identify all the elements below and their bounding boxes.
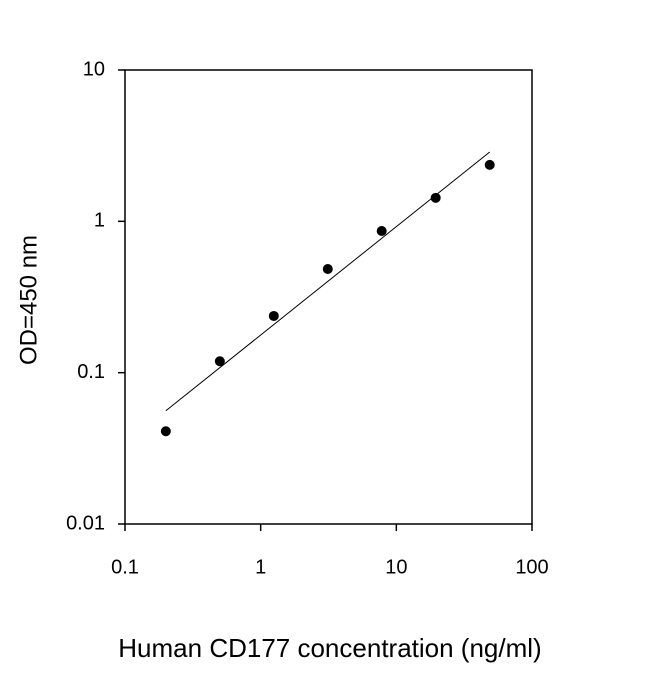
data-point: [484, 159, 495, 170]
data-point: [430, 192, 441, 203]
x-tick-label: 10: [385, 556, 407, 578]
data-point: [322, 264, 333, 275]
y-axis-title: OD=450 nm: [15, 235, 42, 365]
x-axis-title: Human CD177 concentration (ng/ml): [118, 633, 541, 663]
x-tick-label: 1: [255, 556, 266, 578]
fit-line: [165, 151, 491, 412]
x-tick-label: 0.1: [111, 556, 139, 578]
data-point: [214, 356, 225, 367]
data-point: [268, 310, 279, 321]
data-point: [160, 426, 171, 437]
x-tick-label: 100: [515, 556, 548, 578]
data-point: [376, 226, 387, 237]
y-tick-label: 10: [83, 58, 105, 80]
y-tick-label: 1: [94, 210, 105, 232]
y-tick-label: 0.01: [66, 512, 105, 534]
y-tick-label: 0.1: [77, 361, 105, 383]
plot-frame: [124, 69, 533, 525]
